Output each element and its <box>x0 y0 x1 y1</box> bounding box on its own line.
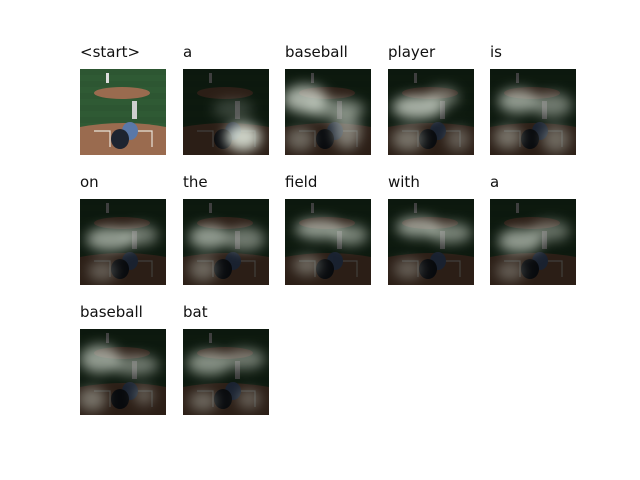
batter-figure <box>132 101 137 119</box>
token-label: field <box>285 173 318 191</box>
attention-blob <box>88 261 116 281</box>
attention-blob <box>332 225 368 245</box>
token-label: a <box>183 43 193 61</box>
attention-blob <box>187 351 231 375</box>
attention-highlight <box>285 85 365 151</box>
attention-map-image <box>80 69 166 155</box>
grass-stripe <box>80 105 166 111</box>
attention-highlight <box>293 219 368 275</box>
token-label: on <box>80 173 99 191</box>
attention-blob <box>134 385 154 405</box>
attention-map-image <box>388 69 474 155</box>
attention-blob <box>225 349 265 369</box>
token-label: the <box>183 173 208 191</box>
attention-blob <box>189 257 217 281</box>
attention-blob <box>333 113 361 149</box>
attention-blob <box>305 99 365 119</box>
attention-blob <box>80 387 106 411</box>
attention-blob <box>496 261 524 281</box>
attention-map-image <box>490 199 576 285</box>
attention-blob <box>542 125 570 153</box>
attention-highlight <box>494 89 572 153</box>
attention-blob <box>392 127 424 151</box>
umpire-figure <box>111 129 129 149</box>
attention-blob <box>237 389 261 409</box>
grass-stripe <box>80 117 166 123</box>
token-label: bat <box>183 303 208 321</box>
token-label: baseball <box>80 303 143 321</box>
attention-blob <box>225 227 265 251</box>
token-label: is <box>490 43 502 61</box>
token-label: player <box>388 43 436 61</box>
attention-highlight <box>213 99 261 151</box>
attention-highlight <box>394 217 472 279</box>
batter-box-lines <box>94 130 153 147</box>
attention-map-image <box>388 199 474 285</box>
attention-blob <box>286 127 314 151</box>
token-label: with <box>388 173 420 191</box>
token-label: a <box>490 173 500 191</box>
attention-map-image <box>80 329 166 415</box>
attention-blob <box>213 99 253 119</box>
attention-highlight <box>496 221 570 281</box>
attention-blob <box>446 127 470 151</box>
attention-blob <box>295 219 343 239</box>
attention-blob <box>498 229 542 253</box>
attention-blob <box>80 345 120 373</box>
attention-map-image <box>183 69 269 155</box>
attention-blob <box>111 355 159 375</box>
attention-map-image <box>285 199 371 285</box>
attention-blob <box>225 123 261 151</box>
attention-blob <box>498 89 538 113</box>
grass-stripe <box>80 69 166 75</box>
attention-map-image <box>183 199 269 285</box>
attention-map-image <box>490 69 576 155</box>
attention-blob <box>122 225 158 245</box>
attention-map-image <box>183 329 269 415</box>
attention-blob <box>427 87 459 107</box>
attention-blob <box>494 125 522 149</box>
attention-blob <box>530 221 570 241</box>
attention-highlight <box>187 349 265 411</box>
attention-blob <box>293 255 321 275</box>
pitcher-figure <box>106 73 109 83</box>
attention-blob <box>189 225 229 249</box>
pitcher-mound <box>94 87 150 99</box>
attention-highlight <box>189 225 265 281</box>
attention-blob <box>394 259 422 279</box>
token-label: <start> <box>80 43 141 61</box>
attention-blob <box>428 223 472 243</box>
attention-highlight <box>392 87 470 151</box>
attention-highlight <box>86 225 158 281</box>
attention-map-image <box>285 69 371 155</box>
attention-highlight <box>80 345 159 411</box>
grass-stripe <box>80 81 166 87</box>
attention-blob <box>532 93 572 117</box>
attention-blob <box>86 227 134 251</box>
attention-blob <box>189 391 217 411</box>
token-label: baseball <box>285 43 348 61</box>
attention-map-image <box>80 199 166 285</box>
